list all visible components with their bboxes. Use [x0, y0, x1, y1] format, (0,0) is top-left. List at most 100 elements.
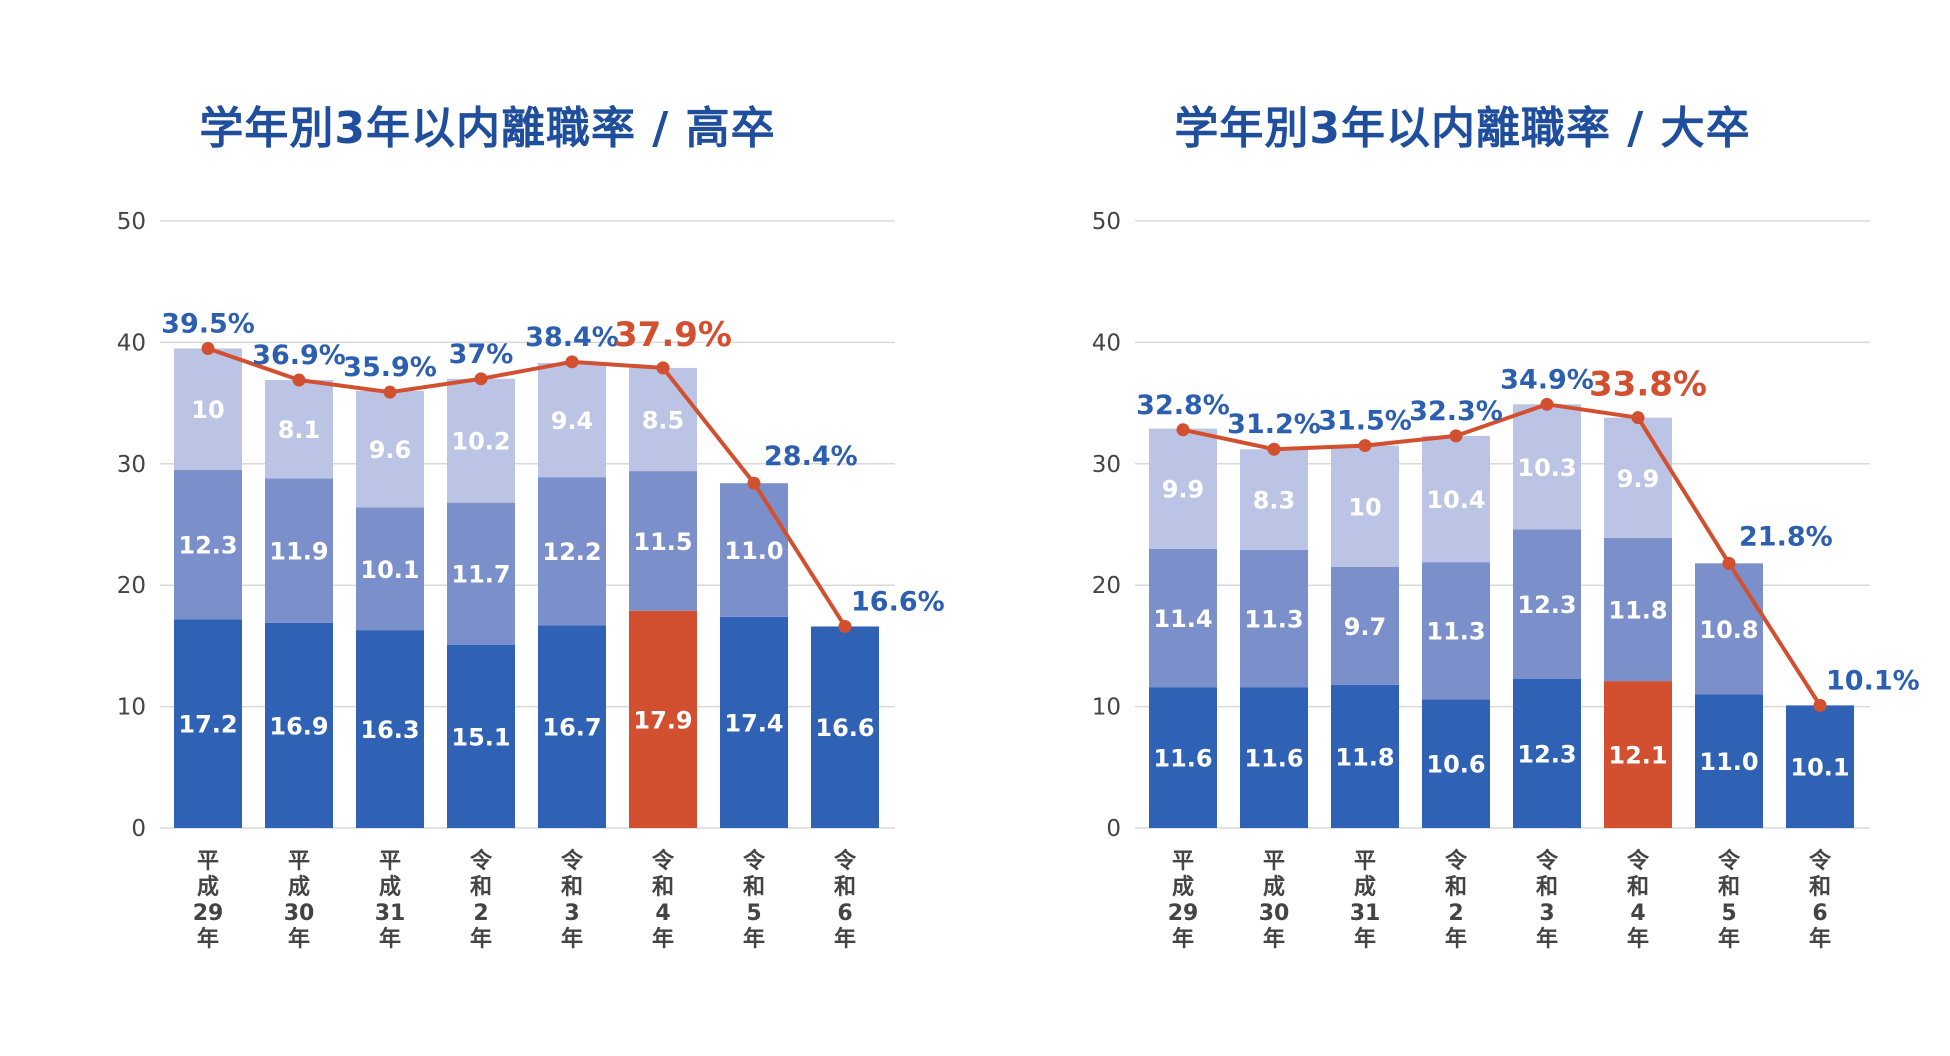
- bar-segment: [1604, 681, 1672, 828]
- x-category-label: 3: [1539, 901, 1554, 926]
- bar-value-label: 11.0: [1699, 748, 1758, 776]
- total-percent-label: 37%: [449, 339, 514, 370]
- x-category-label: 成: [1172, 875, 1194, 900]
- x-category-label: 6: [1812, 901, 1827, 926]
- x-category-label: 年: [561, 926, 583, 952]
- bar-segment: [720, 616, 788, 828]
- x-category-label: 成: [379, 875, 401, 900]
- x-category-label: 令: [561, 848, 584, 874]
- y-tick-label: 20: [1092, 573, 1121, 599]
- bar-value-label: 11.7: [451, 561, 510, 589]
- bar-value-label: 9.9: [1162, 476, 1205, 504]
- total-point: [1176, 423, 1190, 437]
- bar-segment: [1240, 687, 1308, 828]
- total-percent-label: 28.4%: [764, 441, 858, 472]
- x-category-label: 和: [1536, 875, 1558, 900]
- total-percent-label: 32.3%: [1409, 396, 1503, 427]
- bar-value-label: 11.6: [1244, 745, 1303, 773]
- bar-segment: [1422, 699, 1490, 828]
- bar-segment: [1149, 687, 1217, 828]
- x-category-label: 平: [379, 849, 401, 874]
- bar-segment: [629, 471, 697, 611]
- x-category-label: 令: [1445, 848, 1468, 874]
- y-tick-label: 40: [117, 330, 146, 356]
- bar-value-label: 11.6: [1153, 745, 1212, 773]
- bar-value-label: 12.3: [178, 532, 237, 560]
- bar-segment: [1513, 529, 1581, 679]
- bar-value-label: 10.6: [1426, 751, 1485, 779]
- bar-value-label: 17.2: [178, 711, 237, 739]
- total-point: [656, 361, 670, 375]
- bar-value-label: 17.9: [633, 706, 692, 734]
- total-point: [201, 341, 215, 355]
- x-category-label: 年: [1809, 926, 1831, 952]
- x-category-label: 成: [197, 875, 219, 900]
- bar-segment: [1149, 548, 1217, 688]
- bar-value-label: 11.3: [1426, 618, 1485, 646]
- x-category-label: 令: [1718, 848, 1741, 874]
- x-category-label: 年: [652, 926, 674, 952]
- x-category-label: 2: [473, 901, 488, 926]
- total-point: [1631, 411, 1645, 425]
- total-percent-label: 31.5%: [1318, 406, 1412, 437]
- bar-segment: [1331, 684, 1399, 828]
- bar-value-label: 9.9: [1617, 465, 1660, 493]
- bar-value-label: 10: [191, 396, 224, 424]
- bar-segment: [1149, 428, 1217, 549]
- stacked-bar-chart-high-school: 0 10 20 30 40 50 17.2 12.3 10 16.9 11.9 8.1 16.3 10.1…: [117, 209, 945, 952]
- x-category-label: 平: [1263, 849, 1285, 874]
- x-category-label: 成: [1263, 875, 1285, 900]
- bar-value-label: 10.1: [1790, 754, 1849, 782]
- bar-value-label: 12.3: [1517, 591, 1576, 619]
- bar-segment: [174, 469, 242, 620]
- x-category-label: 年: [1172, 926, 1194, 952]
- bar-segment: [356, 630, 424, 828]
- x-category-label: 平: [288, 849, 310, 874]
- x-category-label: 年: [1263, 926, 1285, 952]
- y-tick-label: 0: [131, 816, 146, 842]
- bar-segment: [1695, 694, 1763, 828]
- bar-value-label: 11.9: [269, 538, 328, 566]
- total-point: [1722, 556, 1736, 570]
- x-category-label: 年: [1536, 926, 1558, 952]
- bar-segment: [1422, 562, 1490, 700]
- x-category-label: 31: [375, 901, 406, 926]
- x-category-label: 平: [197, 849, 219, 874]
- total-percent-label: 31.2%: [1227, 409, 1321, 440]
- bar-segment: [811, 626, 879, 828]
- total-point: [1267, 442, 1281, 456]
- bar-value-label: 17.4: [724, 709, 783, 737]
- x-category-label: 令: [1809, 848, 1832, 874]
- total-point: [383, 385, 397, 399]
- x-category-label: 年: [470, 926, 492, 952]
- x-category-label: 成: [1354, 875, 1376, 900]
- bar-segment: [538, 363, 606, 478]
- x-category-label: 成: [288, 875, 310, 900]
- x-category-label: 31: [1350, 901, 1381, 926]
- x-category-label: 30: [1259, 901, 1290, 926]
- x-category-label: 年: [379, 926, 401, 952]
- total-percent-label: 38.4%: [525, 322, 619, 353]
- bar-value-label: 16.7: [542, 714, 601, 742]
- x-category-label: 和: [561, 875, 583, 900]
- x-category-label: 年: [1445, 926, 1467, 952]
- bar-segment: [1240, 549, 1308, 688]
- total-line: [1182, 402, 1822, 707]
- y-tick-label: 30: [1092, 452, 1121, 478]
- bar-segment: [1786, 705, 1854, 828]
- total-percent-label: 37.9%: [614, 315, 732, 355]
- x-category-label: 4: [1630, 901, 1645, 926]
- total-percent-label: 16.6%: [851, 586, 945, 617]
- x-category-label: 令: [652, 848, 675, 874]
- bar-segment: [265, 622, 333, 828]
- total-point: [292, 373, 306, 387]
- x-category-label: 30: [284, 901, 315, 926]
- total-point: [474, 372, 488, 386]
- x-category-label: 年: [834, 926, 856, 952]
- x-category-label: 令: [834, 848, 857, 874]
- y-tick-label: 50: [1092, 209, 1121, 235]
- bar-segment: [265, 478, 333, 623]
- total-percent-label: 34.9%: [1500, 364, 1594, 395]
- y-tick-label: 10: [117, 695, 146, 721]
- x-category-label: 2: [1448, 901, 1463, 926]
